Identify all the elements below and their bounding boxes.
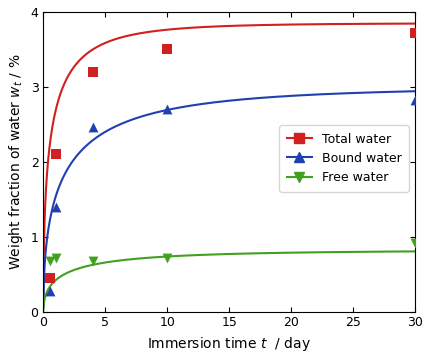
Point [412,240,418,246]
Point [52,204,59,210]
Point [46,288,53,294]
Point [89,69,96,75]
Point [89,258,96,264]
Point [89,124,96,130]
Point [52,255,59,261]
Point [164,107,171,112]
Y-axis label: Weight fraction of water $w_t$ / %: Weight fraction of water $w_t$ / % [7,54,25,270]
X-axis label: Immersion time $t$  / day: Immersion time $t$ / day [147,335,311,353]
Legend: Total water, Bound water, Free water: Total water, Bound water, Free water [279,125,409,192]
Point [412,30,418,36]
Point [164,46,171,52]
Point [46,275,53,281]
Point [164,255,171,261]
Point [52,152,59,157]
Point [46,258,53,264]
Point [412,97,418,103]
